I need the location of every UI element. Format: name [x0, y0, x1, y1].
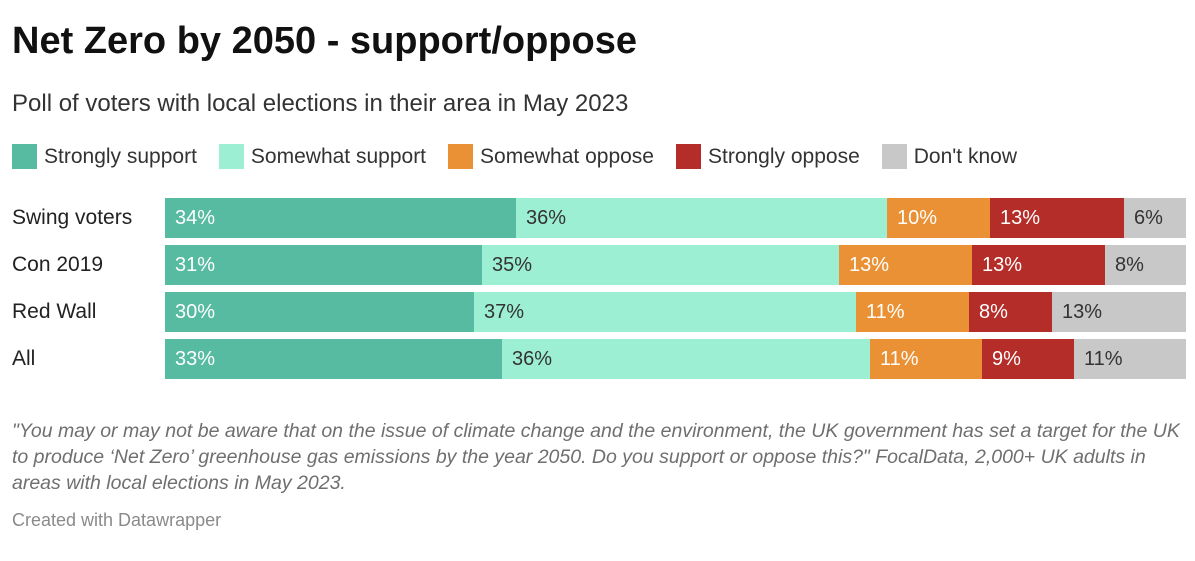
legend-swatch: [675, 144, 701, 169]
bar-segment: 33%: [165, 339, 502, 379]
chart-subtitle: Poll of voters with local elections in t…: [12, 90, 629, 117]
bar-segment: 36%: [516, 198, 887, 238]
bar-row: 30% 37% 11% 8% 13%: [165, 292, 1186, 332]
legend-swatch: [12, 144, 37, 169]
data-label: 37%: [484, 301, 525, 323]
legend-label: Don't know: [913, 144, 1017, 168]
bar-segment: 8%: [969, 292, 1052, 332]
legend-swatch: [448, 144, 474, 169]
data-label: 35%: [492, 254, 533, 276]
data-label: 11%: [866, 301, 905, 323]
bar-segment: 35%: [482, 245, 839, 285]
bar-segment: 10%: [887, 198, 990, 238]
data-label: 11%: [880, 348, 919, 370]
data-label: 9%: [992, 348, 1021, 370]
bar-segment: 13%: [972, 245, 1105, 285]
data-label: 36%: [512, 348, 553, 370]
data-label: 30%: [175, 301, 216, 323]
bar-segment: 9%: [982, 339, 1074, 379]
bar-segment: 13%: [990, 198, 1124, 238]
legend-item: Somewhat support: [218, 144, 427, 169]
bar-row: 34% 36% 10% 13% 6%: [165, 198, 1186, 238]
data-label: 8%: [1115, 254, 1144, 276]
data-label: 33%: [175, 348, 216, 370]
data-label: 11%: [1084, 348, 1123, 370]
legend-item: Somewhat oppose: [448, 144, 654, 169]
legend-label: Somewhat oppose: [480, 144, 654, 168]
bar-row: 31% 35% 13% 13% 8%: [165, 245, 1186, 285]
bar-segment: 6%: [1124, 198, 1186, 238]
legend-item: Strongly oppose: [675, 144, 860, 169]
legend-item: Strongly support: [12, 144, 197, 169]
bar-segment: 13%: [839, 245, 972, 285]
bar-segment: 13%: [1052, 292, 1186, 332]
bar-segment: 11%: [870, 339, 982, 379]
category-label: Swing voters: [12, 206, 133, 229]
category-label: All: [12, 347, 36, 370]
bar-segment: 37%: [474, 292, 856, 332]
data-label: 6%: [1134, 207, 1163, 229]
chart-title: Net Zero by 2050 - support/oppose: [12, 20, 637, 62]
legend-swatch: [881, 144, 907, 169]
credit-line: Created with Datawrapper: [12, 510, 222, 530]
stacked-bar-chart: 34% 36% 10% 13% 6% 31% 35% 13% 13% 8% 30% 37% 11% 8% 1…: [165, 0, 1186, 400]
data-label: 13%: [982, 254, 1023, 276]
category-label: Red Wall: [12, 300, 97, 323]
bar-segment: 34%: [165, 198, 516, 238]
data-label: 8%: [979, 301, 1008, 323]
bar-segment: 36%: [502, 339, 870, 379]
bar-segment: 30%: [165, 292, 474, 332]
legend-label: Strongly support: [44, 144, 197, 168]
survey-question-note: "You may or may not be aware that on the…: [12, 420, 1180, 494]
legend-swatch: [218, 144, 244, 169]
data-label: 13%: [1062, 301, 1103, 323]
category-label: Con 2019: [12, 253, 104, 276]
legend: Strongly support Somewhat support Somewhat…: [12, 144, 1039, 169]
bar-segment: 11%: [1074, 339, 1186, 379]
data-label: 10%: [897, 207, 938, 229]
legend-item: Don't know: [881, 144, 1017, 169]
bar-segment: 11%: [856, 292, 969, 332]
bar-segment: 8%: [1105, 245, 1186, 285]
data-label: 36%: [526, 207, 567, 229]
bar-row: 33% 36% 11% 9% 11%: [165, 339, 1186, 379]
data-label: 13%: [849, 254, 890, 276]
data-label: 34%: [175, 207, 216, 229]
bar-segment: 31%: [165, 245, 482, 285]
data-label: 31%: [175, 254, 216, 276]
legend-label: Strongly oppose: [707, 144, 860, 168]
data-label: 13%: [1000, 207, 1041, 229]
legend-label: Somewhat support: [250, 144, 427, 168]
